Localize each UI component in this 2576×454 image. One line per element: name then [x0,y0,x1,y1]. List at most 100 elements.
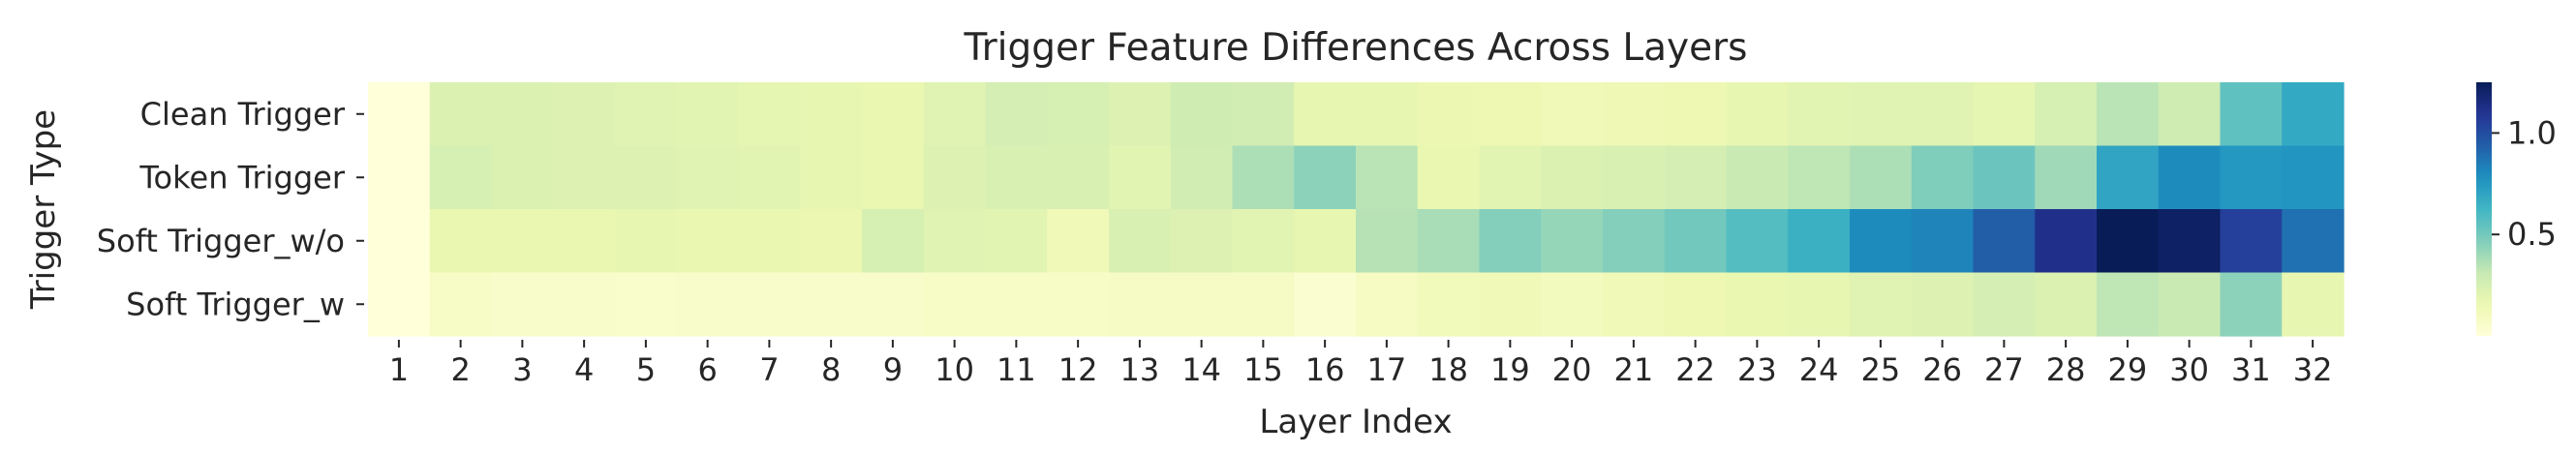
heatmap-cell [491,82,554,147]
heatmap-cell [553,145,616,210]
heatmap-cell [553,82,616,147]
x-tick-label: 1 [389,351,409,388]
heatmap-cell [800,145,863,210]
y-axis-label: Trigger Type [24,109,63,310]
heatmap-cell [1109,145,1172,210]
x-tick-label: 21 [1614,351,1654,388]
heatmap-cell [2035,145,2098,210]
x-tick-label: 26 [1922,351,1962,388]
x-tick-labels: 1 2 3 4 5 6 7 8 9 10 11 12 13 14 15 16 17 18 19 20 21 22 23 24 2… [389,340,2333,388]
heatmap-cell [2158,209,2222,274]
heatmap-cell [1541,145,1604,210]
heatmap-cell [2282,272,2345,337]
heatmap-cell [491,272,554,337]
heatmap-cell [1973,145,2036,210]
heatmap-cell [862,82,925,147]
heatmap-cell [1541,82,1604,147]
x-tick-label: 18 [1428,351,1468,388]
heatmap-cell [1973,82,2036,147]
heatmap-cell [1356,272,1419,337]
x-tick-label: 30 [2169,351,2209,388]
heatmap-cell [1170,82,1234,147]
heatmap-cell [2220,145,2283,210]
heatmap-cell [1417,209,1481,274]
colorbar-gradient [2476,82,2492,336]
x-tick-label: 2 [450,351,470,388]
x-tick-label: 11 [997,351,1036,388]
heatmap-cell [1232,209,1295,274]
x-tick-label: 8 [821,351,841,388]
heatmap-cell [862,209,925,274]
x-tick-label: 4 [574,351,594,388]
heatmap-cell [1973,209,2036,274]
heatmap-cell [1911,145,1975,210]
heatmap-cell [491,209,554,274]
heatmap-cell [2097,272,2160,337]
x-tick-label: 12 [1058,351,1098,388]
heatmap-cell [2282,145,2345,210]
x-tick-label: 17 [1367,351,1407,388]
y-tick-label: Clean Trigger [140,96,346,133]
heatmap-cell [1047,145,1110,210]
heatmap-cell [800,82,863,147]
heatmap-cell [1109,209,1172,274]
heatmap-cell [1726,82,1789,147]
heatmap-cell [985,209,1048,274]
heatmap-cell [553,209,616,274]
heatmap-cell [1232,272,1295,337]
y-tick-label: Token Trigger [138,159,345,196]
heatmap-cell [1726,272,1789,337]
y-tick-label: Soft Trigger_w [126,286,345,322]
heatmap-cell [1850,209,1913,274]
heatmap-cell [1541,209,1604,274]
heatmap-cell [1603,82,1666,147]
heatmap-cell [1603,145,1666,210]
heatmap-cell [1109,82,1172,147]
heatmap-cell [2220,82,2283,147]
heatmap-cell [1788,145,1851,210]
heatmap-cell [1294,82,1357,147]
heatmap-cell [1479,272,1542,337]
heatmap-cell [862,272,925,337]
heatmap-cell [1356,82,1419,147]
heatmap-cell [1417,272,1481,337]
x-tick-label: 7 [759,351,779,388]
heatmap-cell [800,209,863,274]
heatmap-cell [2035,209,2098,274]
x-tick-label: 6 [697,351,717,388]
heatmap-cell [1232,145,1295,210]
heatmap-cell [738,272,801,337]
heatmap-cell [615,82,678,147]
heatmap-cell [615,272,678,337]
heatmap-cell [1047,209,1110,274]
x-tick-label: 9 [883,351,903,388]
heatmap-cell [429,145,493,210]
heatmap-cell [923,145,987,210]
heatmap-cell [862,145,925,210]
heatmap-cell [1479,209,1542,274]
heatmap-cell [738,145,801,210]
heatmap-cell [2158,82,2222,147]
heatmap-cell [1479,82,1542,147]
x-tick-label: 32 [2293,351,2333,388]
heatmap-cell [368,145,431,210]
heatmap-cell [2220,272,2283,337]
heatmap-cell [1850,145,1913,210]
heatmap-cell [1788,272,1851,337]
heatmap-cell [615,209,678,274]
heatmap-cell [2097,82,2160,147]
heatmap-cell [1294,272,1357,337]
x-tick-label: 20 [1552,351,1592,388]
x-tick-label: 10 [935,351,974,388]
colorbar-tick-label: 0.5 [2507,216,2557,253]
heatmap-cell [1356,145,1419,210]
heatmap-cell [1170,145,1234,210]
heatmap-cell [676,209,740,274]
heatmap-cell [1911,272,1975,337]
heatmap-cell [491,145,554,210]
heatmap-cell [985,272,1048,337]
x-tick-label: 13 [1120,351,1160,388]
heatmap-cell [615,145,678,210]
